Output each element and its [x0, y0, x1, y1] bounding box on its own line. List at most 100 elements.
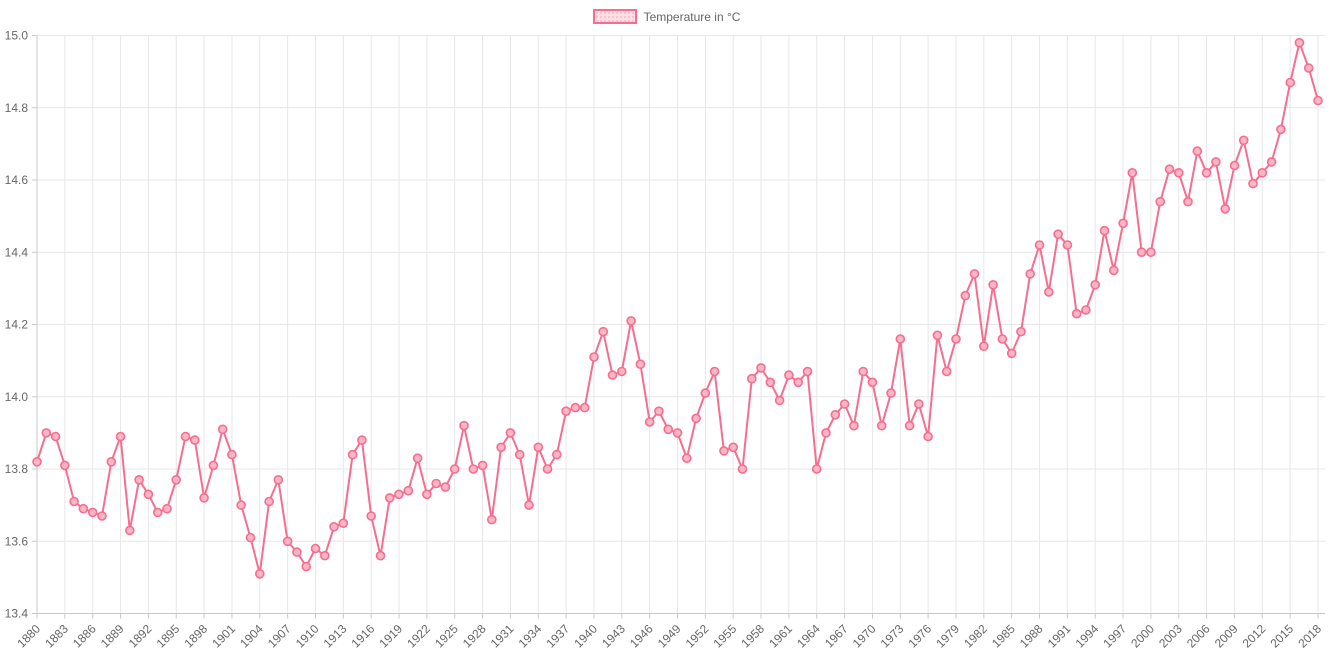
- data-point[interactable]: [505, 428, 516, 438]
- data-point[interactable]: [1285, 77, 1295, 88]
- data-point[interactable]: [960, 290, 971, 301]
- data-point[interactable]: [171, 474, 181, 485]
- data-point[interactable]: [793, 377, 804, 388]
- data-point[interactable]: [115, 431, 126, 442]
- data-point[interactable]: [41, 428, 52, 438]
- data-point[interactable]: [635, 359, 646, 370]
- data-point[interactable]: [1294, 37, 1305, 48]
- data-point[interactable]: [134, 474, 144, 485]
- data-point[interactable]: [422, 489, 432, 500]
- data-point[interactable]: [106, 456, 117, 467]
- data-point[interactable]: [60, 460, 70, 471]
- data-point[interactable]: [654, 406, 664, 417]
- data-point[interactable]: [1303, 63, 1314, 73]
- data-point[interactable]: [375, 550, 386, 561]
- data-point[interactable]: [1099, 225, 1110, 236]
- data-point[interactable]: [1183, 196, 1193, 207]
- data-point[interactable]: [1313, 95, 1323, 106]
- data-point[interactable]: [236, 500, 246, 510]
- data-point[interactable]: [384, 493, 395, 503]
- data-point[interactable]: [254, 568, 265, 579]
- data-point[interactable]: [951, 334, 961, 344]
- data-point[interactable]: [756, 363, 766, 373]
- data-point[interactable]: [728, 442, 739, 453]
- data-point[interactable]: [449, 464, 460, 474]
- data-point[interactable]: [1025, 269, 1035, 279]
- data-point[interactable]: [310, 543, 321, 554]
- data-point[interactable]: [282, 536, 293, 547]
- data-point[interactable]: [709, 366, 720, 377]
- data-point[interactable]: [561, 406, 571, 417]
- data-point[interactable]: [644, 417, 655, 427]
- data-point[interactable]: [366, 511, 377, 521]
- data-point[interactable]: [867, 377, 878, 388]
- data-point[interactable]: [830, 409, 841, 420]
- data-point[interactable]: [589, 352, 599, 362]
- data-point[interactable]: [1016, 326, 1026, 337]
- data-point[interactable]: [403, 485, 414, 496]
- data-point[interactable]: [1053, 229, 1063, 239]
- data-point[interactable]: [904, 420, 915, 431]
- data-point[interactable]: [969, 269, 980, 279]
- data-point[interactable]: [357, 435, 367, 445]
- data-point[interactable]: [87, 507, 98, 518]
- data-point[interactable]: [533, 442, 544, 453]
- data-point[interactable]: [932, 330, 943, 341]
- data-point[interactable]: [598, 326, 609, 337]
- data-point[interactable]: [162, 503, 172, 514]
- data-point[interactable]: [273, 474, 284, 485]
- data-point[interactable]: [1238, 135, 1249, 146]
- data-point[interactable]: [440, 482, 451, 492]
- data-point[interactable]: [180, 431, 191, 442]
- data-point[interactable]: [579, 402, 590, 413]
- data-point[interactable]: [347, 449, 358, 460]
- data-point[interactable]: [626, 316, 636, 326]
- data-point[interactable]: [1044, 287, 1054, 297]
- data-point[interactable]: [1118, 218, 1128, 229]
- data-point[interactable]: [1220, 204, 1230, 214]
- data-point[interactable]: [997, 334, 1008, 344]
- data-point[interactable]: [1109, 265, 1119, 276]
- data-point[interactable]: [876, 420, 887, 431]
- data-point[interactable]: [227, 449, 237, 460]
- data-point[interactable]: [292, 547, 302, 557]
- data-point[interactable]: [190, 435, 200, 445]
- data-point[interactable]: [607, 370, 618, 380]
- data-point[interactable]: [50, 431, 61, 442]
- data-point[interactable]: [1276, 124, 1286, 135]
- data-point[interactable]: [1192, 146, 1203, 156]
- data-point[interactable]: [941, 366, 952, 377]
- data-point[interactable]: [477, 460, 488, 471]
- data-point[interactable]: [199, 493, 209, 503]
- data-point[interactable]: [858, 366, 869, 377]
- data-point[interactable]: [459, 420, 469, 431]
- data-point[interactable]: [1090, 279, 1100, 290]
- data-point[interactable]: [1062, 240, 1073, 250]
- data-point[interactable]: [69, 496, 79, 507]
- data-point[interactable]: [264, 496, 274, 507]
- data-point[interactable]: [672, 428, 683, 438]
- data-point[interactable]: [1229, 160, 1240, 171]
- data-point[interactable]: [431, 478, 442, 489]
- data-point[interactable]: [784, 370, 794, 380]
- data-point[interactable]: [737, 464, 748, 474]
- data-point[interactable]: [1201, 168, 1212, 178]
- data-point[interactable]: [811, 464, 822, 474]
- data-point[interactable]: [301, 561, 312, 572]
- data-point[interactable]: [988, 279, 998, 290]
- data-point[interactable]: [1146, 247, 1156, 257]
- data-point[interactable]: [152, 507, 163, 518]
- data-point[interactable]: [208, 460, 219, 471]
- data-point[interactable]: [551, 449, 562, 460]
- chart-legend[interactable]: Temperature in °C: [0, 9, 1333, 24]
- data-point[interactable]: [849, 420, 859, 431]
- data-point[interactable]: [1211, 157, 1221, 167]
- data-point[interactable]: [821, 428, 831, 438]
- data-point[interactable]: [616, 366, 627, 377]
- data-point[interactable]: [802, 366, 813, 377]
- data-point[interactable]: [245, 532, 256, 543]
- data-point[interactable]: [394, 489, 404, 500]
- data-point[interactable]: [746, 373, 757, 384]
- data-point[interactable]: [691, 413, 701, 424]
- data-point[interactable]: [1257, 168, 1268, 178]
